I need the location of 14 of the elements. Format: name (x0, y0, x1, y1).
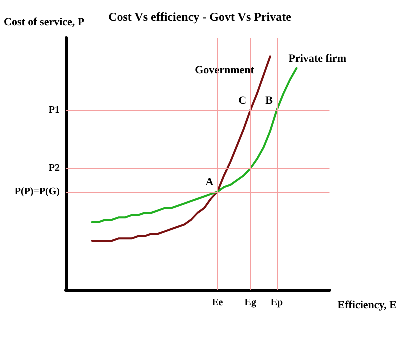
ref-line-label: P2 (48, 163, 60, 174)
x-tick-label: Ep (270, 298, 284, 308)
x-tick-label: Eg (244, 298, 256, 308)
annotation: B (266, 94, 274, 107)
series-label: Private firm (288, 52, 346, 65)
series-label: Government (195, 64, 255, 77)
chart-title: Cost Vs efficiency - Govt Vs Private (108, 10, 292, 24)
x-axis-title: Efficiency, E (338, 300, 398, 312)
annotation: C (238, 94, 247, 107)
ref-line-label: P(P)=P(G) (14, 186, 60, 198)
x-tick-label: Ee (212, 298, 224, 308)
annotation: A (206, 176, 214, 188)
y-axis-title: Cost of service, P (4, 16, 85, 28)
ref-line-label: P1 (48, 104, 60, 116)
